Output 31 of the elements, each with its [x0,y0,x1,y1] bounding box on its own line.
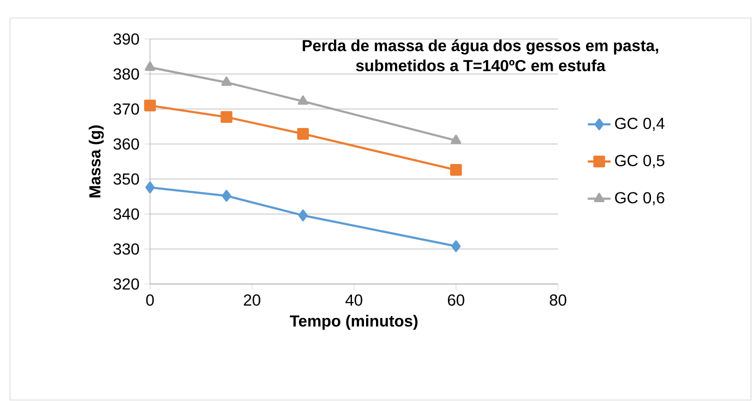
x-tick-label: 0 [146,294,154,306]
point [144,61,156,71]
x-tick-label: 80 [550,294,566,306]
y-tick-label: 340 [114,208,139,220]
point [450,164,462,176]
point [451,240,461,252]
y-tick-label: 320 [114,278,139,290]
y-tick-label: 350 [114,173,139,185]
y-tick-label: 390 [114,33,139,45]
point [222,190,232,202]
legend-label: GC 0,4 [615,118,665,131]
text: Perda de massa de água dos gessos em pasta, submetidos a T=140ºC em estufa [302,39,658,72]
y-tick-label: 380 [114,68,139,80]
y-axis-title: Massa (g) [88,125,104,198]
x-tick-label: 40 [345,294,362,306]
x-tick-label: 20 [244,294,260,306]
point [221,76,232,86]
y-tick-label: 360 [114,138,139,150]
point [297,128,309,140]
legend-label: GC 0,5 [615,154,664,168]
point [298,95,308,105]
point [450,134,462,144]
point [144,100,156,112]
point [145,182,155,194]
point [298,210,308,222]
y-tick-label: 330 [114,243,139,255]
x-tick-label: 60 [448,294,464,306]
point [220,111,232,123]
y-tick-label: 370 [114,103,139,115]
x-axis-title: Tempo (minutos) [290,314,418,330]
legend-label: GC 0,6 [615,192,664,206]
